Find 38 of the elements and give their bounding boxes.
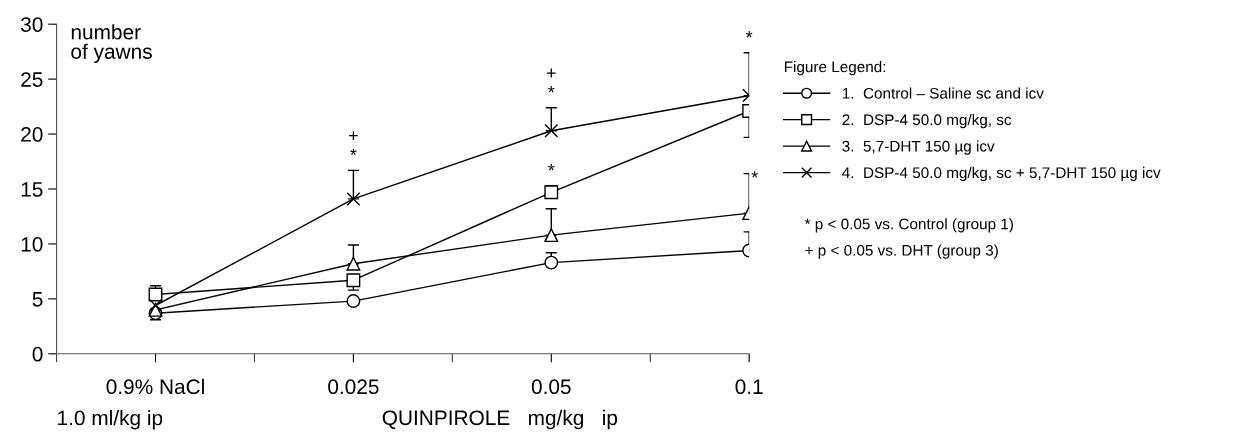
annotation: *	[548, 164, 555, 171]
point	[346, 273, 361, 288]
legend-title: Figure Legend:	[784, 61, 886, 76]
x-axis-title: QUINPIROLE mg/kg ip	[382, 409, 618, 430]
x-tick-label: 0.1	[735, 379, 763, 395]
legend-label: 1. Control – Saline sc and icv	[842, 87, 1044, 99]
legend-label: 2. DSP-4 50.0 mg/kg, sc	[842, 113, 1012, 129]
y-tick-label: 20	[21, 127, 43, 142]
x-tick-label: 0.05	[531, 379, 571, 395]
y-tick-label: 15	[21, 182, 43, 197]
point	[148, 302, 163, 317]
y-axis-title: number of yawns	[71, 24, 152, 64]
annotation: +	[349, 131, 358, 141]
annotation: *	[548, 86, 555, 93]
y-tick-label: 10	[21, 236, 43, 252]
annotation: *	[350, 148, 357, 156]
y-tick-label: 30	[20, 17, 43, 32]
y-tick-label: 5	[32, 292, 43, 307]
annotation: +	[546, 68, 556, 78]
point	[544, 123, 559, 138]
y-tick-label: 0	[32, 346, 43, 362]
legend-label: 3. 5,7-DHT 150 µg icv	[842, 140, 995, 155]
point	[544, 185, 559, 200]
y-tick-label: 25	[21, 72, 43, 87]
annotation: *	[745, 31, 753, 38]
text: + p < 0.05 vs. DHT (group 3)	[805, 244, 998, 259]
point	[544, 255, 559, 270]
text: 1.0 ml/kg ip	[58, 410, 163, 430]
point	[148, 298, 163, 313]
text: *	[751, 171, 758, 178]
text: * p < 0.05 vs. Control (group 1)	[804, 218, 1013, 233]
point	[346, 256, 361, 271]
point	[544, 228, 559, 243]
x-tick-label: 0.9% NaCl	[106, 378, 204, 395]
point	[346, 294, 361, 309]
x-tick-label: 0.025	[328, 379, 379, 395]
point	[346, 191, 361, 206]
legend-label: 4. DSP-4 50.0 mg/kg, sc + 5,7-DHT 150 µg icv	[842, 166, 1161, 182]
